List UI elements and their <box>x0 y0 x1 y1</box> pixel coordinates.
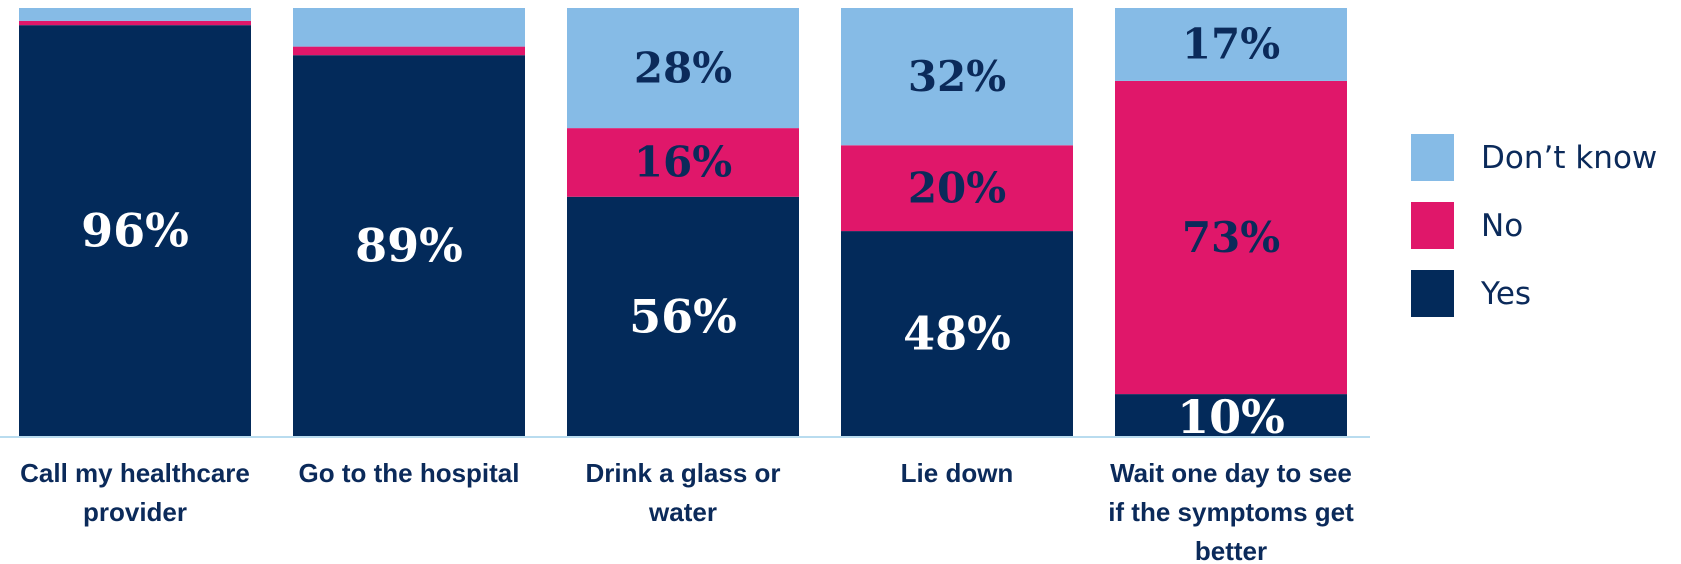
category-label-line: Go to the hospital <box>299 458 520 488</box>
bar-segment-don-t-know <box>841 8 1073 146</box>
category-label: Wait one day to see if the symptoms get be… <box>1108 458 1354 564</box>
bar-segment-yes <box>841 231 1073 437</box>
category-label-line: if the symptoms get <box>1108 497 1354 527</box>
data-label-don-t-know: 28% <box>634 43 732 92</box>
bar-segment-yes <box>1115 394 1347 437</box>
category-label-line: Call my healthcare <box>20 458 250 488</box>
bars-layer <box>19 8 1347 437</box>
data-label-yes: 96% <box>81 204 189 258</box>
category-label-line: Lie down <box>901 458 1014 488</box>
bar-segment-yes <box>19 25 251 437</box>
data-label-no: 16% <box>634 138 732 187</box>
bar-segment-no <box>1115 80 1347 395</box>
bar-segment-no <box>841 145 1073 232</box>
category-label: Go to the hospital <box>299 458 520 488</box>
category-label-line: provider <box>83 497 187 527</box>
data-label-no: 73% <box>1182 213 1280 262</box>
legend-label-yes: Yes <box>1480 276 1531 312</box>
bar-segment-no <box>19 20 251 26</box>
bar-segment-don-t-know <box>1115 8 1347 81</box>
bar-segment-no <box>567 128 799 197</box>
data-labels-layer: 96% 89% 56% 16% 28% 48% 20% 32% 10% 73% 17% <box>81 20 1285 444</box>
data-label-yes: 56% <box>629 290 737 344</box>
data-label-yes: 10% <box>1177 390 1285 444</box>
category-label-line: better <box>1195 536 1267 564</box>
data-label-don-t-know: 17% <box>1182 20 1280 69</box>
category-labels-layer: Call my healthcare provider Go to the hosp… <box>20 458 1354 564</box>
bar-segment-don-t-know <box>19 8 251 21</box>
data-label-no: 20% <box>908 163 1006 212</box>
category-label-line: Drink a glass or <box>585 458 780 488</box>
category-label-line: Wait one day to see <box>1110 458 1352 488</box>
legend-label-don-t-know: Don’t know <box>1481 140 1657 176</box>
bar-segment-yes <box>293 55 525 437</box>
data-label-don-t-know: 32% <box>908 52 1006 101</box>
data-label-yes: 48% <box>903 307 1011 361</box>
data-label-yes: 89% <box>355 219 463 273</box>
bar-segment-no <box>293 46 525 56</box>
legend-swatch-don-t-know <box>1411 134 1454 181</box>
bar-segment-yes <box>567 196 799 437</box>
legend: Don’t know No Yes <box>1411 134 1657 317</box>
category-label: Call my healthcare provider <box>20 458 250 527</box>
legend-label-no: No <box>1481 208 1523 244</box>
category-label: Lie down <box>901 458 1014 488</box>
category-label-line: water <box>648 497 717 527</box>
legend-swatch-no <box>1411 202 1454 249</box>
bar-segment-don-t-know <box>293 8 525 47</box>
category-label: Drink a glass or water <box>585 458 780 527</box>
bar-segment-don-t-know <box>567 8 799 129</box>
legend-swatch-yes <box>1411 270 1454 317</box>
